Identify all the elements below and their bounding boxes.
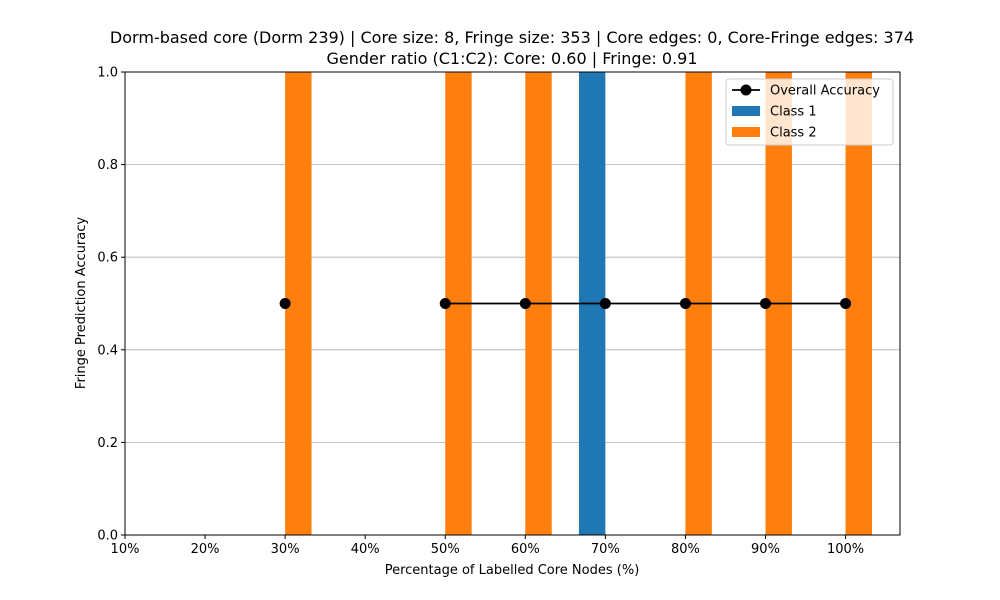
x-tick-label-4: 50%: [431, 542, 460, 557]
legend-label-class-2: Class 2: [770, 126, 817, 141]
plot-area: 10% 20% 30% 40% 50% 60% 70% 80% 90% 100% 0.0 0.2 0.4…: [97, 66, 901, 557]
y-tick-label-0: 0.0: [97, 529, 118, 544]
y-tick-label-1: 0.2: [97, 436, 118, 451]
x-tick-label-3: 40%: [351, 542, 380, 557]
accuracy-point-70: [599, 298, 611, 309]
x-axis-label: Percentage of Labelled Core Nodes (%): [385, 563, 640, 578]
legend: Overall Accuracy Class 1 Class 2: [725, 78, 894, 146]
x-tick-label-0: 10%: [111, 542, 140, 557]
x-tick-label-2: 30%: [271, 542, 300, 557]
accuracy-point-30: [279, 298, 291, 309]
x-tick-label-6: 70%: [591, 542, 620, 557]
y-tick-label-3: 0.6: [97, 251, 118, 266]
legend-box: [725, 78, 894, 146]
accuracy-point-100: [840, 298, 852, 309]
x-tick-label-1: 20%: [191, 542, 220, 557]
y-axis-label: Fringe Prediction Accuracy: [74, 217, 89, 389]
accuracy-point-80: [679, 298, 691, 309]
y-tick-label-2: 0.4: [97, 343, 118, 358]
y-tick-label-5: 1.0: [97, 66, 118, 81]
legend-swatch-marker: [740, 84, 752, 96]
x-tick-label-9: 100%: [827, 542, 864, 557]
legend-swatch-class-2: [732, 127, 760, 137]
accuracy-point-50: [439, 298, 451, 309]
x-tick-label-5: 60%: [511, 542, 540, 557]
y-tick-label-4: 0.8: [97, 158, 118, 173]
chart-subtitle: Gender ratio (C1:C2): Core: 0.60 | Fring…: [326, 49, 697, 68]
legend-label-class-1: Class 1: [770, 105, 817, 120]
accuracy-point-60: [519, 298, 531, 309]
legend-label-overall-accuracy: Overall Accuracy: [770, 84, 880, 99]
legend-swatch-class-1: [732, 106, 760, 116]
accuracy-point-90: [759, 298, 771, 309]
x-tick-label-7: 80%: [671, 542, 700, 557]
axes-frame: [124, 71, 901, 536]
x-tick-label-8: 90%: [751, 542, 780, 557]
chart-title: Dorm-based core (Dorm 239) | Core size: …: [110, 28, 914, 47]
